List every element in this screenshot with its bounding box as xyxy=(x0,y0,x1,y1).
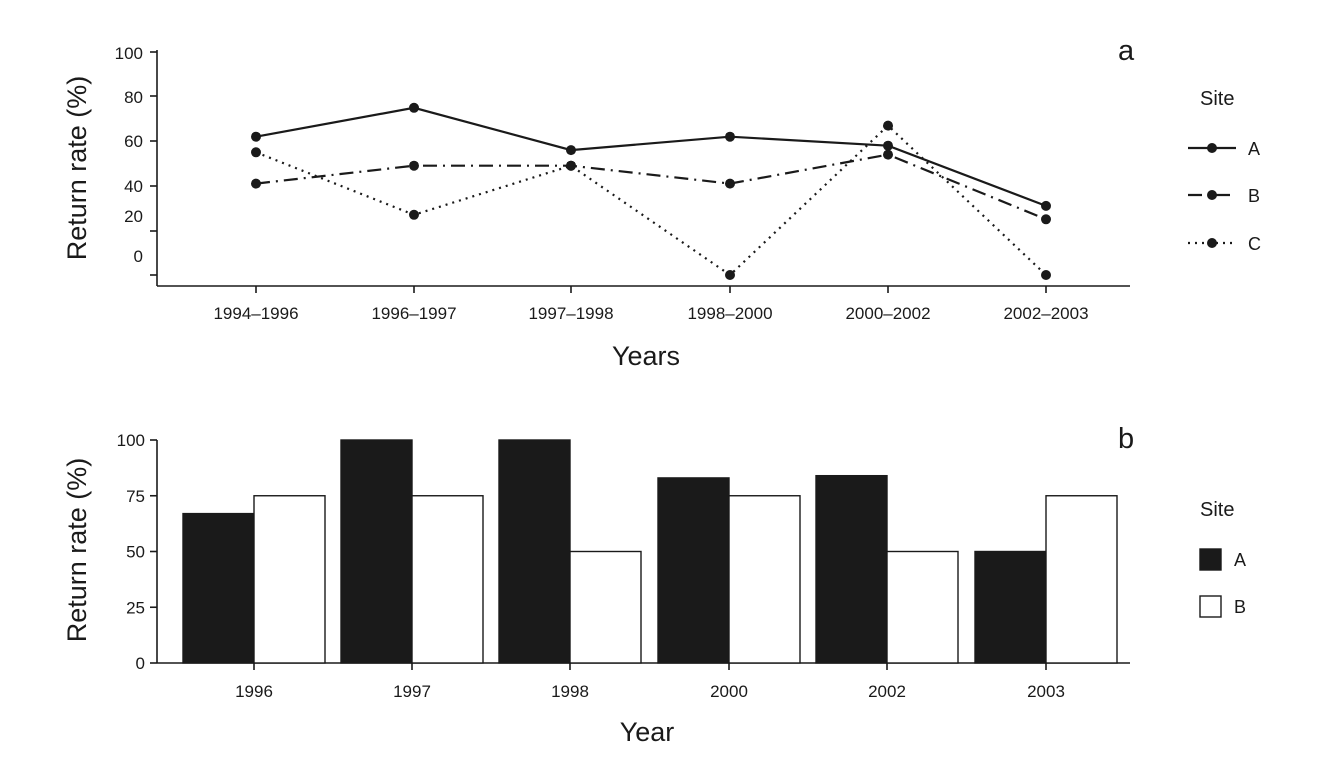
panel-a-x-axis-title: Years xyxy=(612,341,680,371)
bar-a xyxy=(974,550,1047,664)
legend-b-label: B xyxy=(1234,597,1246,617)
bar-b xyxy=(728,495,801,664)
series-c-point xyxy=(409,209,419,220)
panel-b-y-tick-label: 75 xyxy=(126,487,145,506)
panel-b-y-ticks: 0 25 50 75 100 xyxy=(117,431,157,673)
panel-a-y-tick-label: 60 xyxy=(124,132,143,151)
series-b-point xyxy=(409,160,419,171)
series-c-line xyxy=(255,124,1047,277)
panel-b-y-axis-title: Return rate (%) xyxy=(62,458,92,643)
panel-a-y-tick-label: 100 xyxy=(115,44,143,63)
series-a-point xyxy=(883,140,893,151)
panel-a-y-tick-label: 0 xyxy=(134,247,143,266)
panel-b-legend: Site A B xyxy=(1199,499,1246,618)
bar-b xyxy=(411,495,484,664)
legend-a-label: A xyxy=(1234,550,1246,570)
panel-a-x-tick-label: 2002–2003 xyxy=(1003,304,1088,323)
panel-a-y-tick-label: 80 xyxy=(124,88,143,107)
legend-b-swatch-point xyxy=(1207,190,1217,200)
legend-a-swatch-point xyxy=(1207,143,1217,153)
panel-b-x-tick-label: 2002 xyxy=(868,682,906,701)
legend-b-swatch xyxy=(1199,595,1222,618)
bar-a xyxy=(657,477,730,664)
bar-b xyxy=(886,550,959,664)
bar-b xyxy=(569,550,642,664)
bar-a xyxy=(815,474,888,664)
series-b-point xyxy=(883,149,893,160)
panel-b-x-ticks: 1996 1997 1998 2000 2002 2003 xyxy=(235,663,1065,701)
series-a-line xyxy=(255,106,1047,207)
panel-b-x-tick-label: 2003 xyxy=(1027,682,1065,701)
panel-b-x-tick-label: 1998 xyxy=(551,682,589,701)
panel-a-x-ticks: 1994–1996 1996–1997 1997–1998 1998–2000 2000… xyxy=(213,286,1089,323)
panel-a-x-tick-label: 1994–1996 xyxy=(213,304,298,323)
panel-a-y-axis-title: Return rate (%) xyxy=(62,76,92,261)
series-a-point xyxy=(409,102,419,113)
series-b-point xyxy=(725,178,735,189)
bar-a xyxy=(182,512,255,664)
panel-a-y-tick-label: 40 xyxy=(124,177,143,196)
panel-b-y-tick-label: 50 xyxy=(126,543,145,562)
panel-b-bars xyxy=(182,439,1118,664)
panel-b-x-tick-label: 1996 xyxy=(235,682,273,701)
panel-a-x-tick-label: 2000–2002 xyxy=(845,304,930,323)
panel-a-x-tick-label: 1997–1998 xyxy=(528,304,613,323)
bar-a xyxy=(340,439,413,664)
panel-a-legend: Site A B C xyxy=(1188,88,1261,254)
panel-b-y-tick-label: 25 xyxy=(126,598,145,617)
legend-c-label: C xyxy=(1248,234,1261,254)
series-a-point xyxy=(566,145,576,156)
series-c-point xyxy=(883,120,893,131)
panel-b-letter: b xyxy=(1118,423,1134,455)
panel-b-x-axis-title: Year xyxy=(620,717,675,747)
panel-b-x-tick-label: 1997 xyxy=(393,682,431,701)
panel-a-legend-title: Site xyxy=(1200,88,1234,110)
panel-b-y-tick-label: 100 xyxy=(117,431,145,450)
series-a-point xyxy=(251,131,261,142)
panel-a-series xyxy=(251,102,1051,280)
panel-b-legend-title: Site xyxy=(1200,499,1234,521)
legend-a-label: A xyxy=(1248,139,1260,159)
series-b-line xyxy=(255,153,1047,221)
series-b-point xyxy=(251,178,261,189)
bar-a xyxy=(498,439,571,664)
panel-a-y-tick-label: 20 xyxy=(124,207,143,226)
bar-b xyxy=(1045,495,1118,664)
bar-b xyxy=(253,495,326,664)
line-chart-panel-a: a 100 80 60 40 20 0 1994–1996 1996–1997 1997–19… xyxy=(62,35,1261,371)
series-a-point xyxy=(725,131,735,142)
panel-a-y-ticks: 100 80 60 40 20 0 xyxy=(115,44,157,276)
panel-a-letter: a xyxy=(1118,35,1135,67)
panel-a-x-tick-label: 1998–2000 xyxy=(687,304,772,323)
series-c-point xyxy=(251,147,261,158)
bar-chart-panel-b: b 0 25 50 75 100 1996 1997 1998 2000 2002 2003 Re… xyxy=(62,423,1246,747)
legend-b-label: B xyxy=(1248,186,1260,206)
legend-a-swatch xyxy=(1199,548,1222,571)
series-c-point xyxy=(566,160,576,171)
legend-c-swatch-point xyxy=(1207,238,1217,248)
panel-a-x-tick-label: 1996–1997 xyxy=(371,304,456,323)
series-c-point xyxy=(1041,270,1051,280)
series-a-point xyxy=(1041,200,1051,211)
series-b-point xyxy=(1041,214,1051,225)
panel-b-x-tick-label: 2000 xyxy=(710,682,748,701)
series-c-point xyxy=(725,270,735,280)
panel-b-y-tick-label: 0 xyxy=(136,654,145,673)
